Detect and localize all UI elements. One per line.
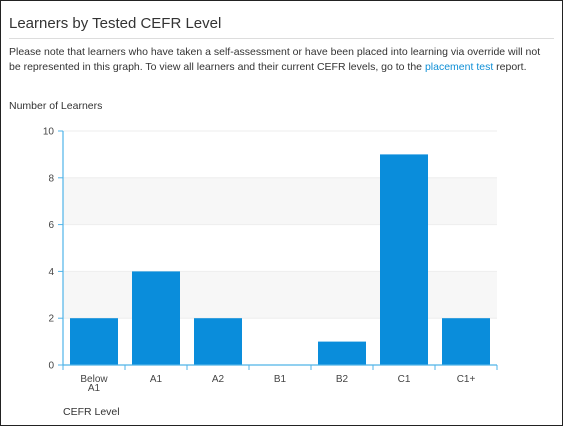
y-axis-title: Number of Learners [9,100,103,112]
title-divider [9,38,554,39]
y-tick-label: 4 [48,267,54,278]
placement-test-link[interactable]: placement test [424,61,494,73]
y-tick-label: 2 [48,314,54,325]
note-text-end: report. [493,61,527,73]
x-tick-label-b2: B2 [336,374,349,385]
y-tick-label: 6 [48,220,54,231]
x-tick-label-b1: B1 [274,374,287,385]
x-ticks: Below A1 A1 A2 B1 B2 C1 C1+ [62,365,498,394]
bar-below-a1[interactable] [70,318,118,365]
y-tick-label: 0 [48,361,54,372]
bar-b2[interactable] [318,341,366,365]
x-tick-label-a1: A1 [150,374,163,385]
x-tick-label-a2: A2 [212,374,225,385]
y-tick-label: 8 [48,173,54,184]
bar-c1[interactable] [380,154,428,365]
x-tick-label-c1-: C1+ [457,374,476,385]
grid-band [63,177,497,225]
bars [70,154,490,365]
panel-note: Please note that learners who have taken… [9,45,554,75]
bar-c1-[interactable] [442,318,490,365]
bar-a2[interactable] [194,318,242,365]
note-text: Please note that learners who have taken… [9,46,541,73]
grid-band [63,271,497,319]
x-tick-label-below-a1: Below A1 [80,374,108,394]
panel-title: Learners by Tested CEFR Level [9,15,222,32]
y-tick-label: 10 [43,127,55,138]
axes [62,131,497,366]
x-axis-title: CEFR Level [63,406,120,418]
y-ticks: 0 2 4 6 8 10 [43,127,63,372]
x-tick-label-c1: C1 [398,374,411,385]
grid-bands [63,130,497,319]
bar-a1[interactable] [132,271,180,365]
